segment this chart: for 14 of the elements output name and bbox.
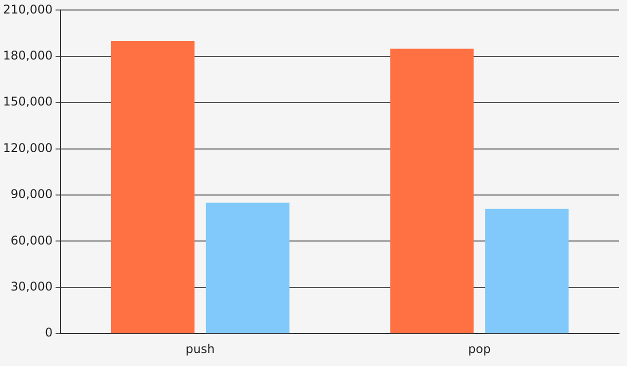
y-tick-label: 120,000 bbox=[3, 140, 53, 155]
y-tick-label: 90,000 bbox=[10, 187, 53, 202]
y-tick-label: 60,000 bbox=[10, 233, 53, 248]
y-tick-label: 30,000 bbox=[10, 280, 53, 294]
bar bbox=[110, 41, 195, 334]
bar bbox=[206, 202, 290, 334]
y-tick-label: 180,000 bbox=[3, 48, 53, 63]
y-tick-label: 210,000 bbox=[3, 2, 53, 16]
bar bbox=[390, 48, 474, 334]
bar bbox=[485, 208, 569, 334]
y-tick-label: 150,000 bbox=[3, 94, 53, 109]
y-tick-label: 0 bbox=[44, 326, 53, 340]
x-tick-label: pop bbox=[468, 342, 491, 356]
x-tick-label: push bbox=[186, 342, 215, 356]
